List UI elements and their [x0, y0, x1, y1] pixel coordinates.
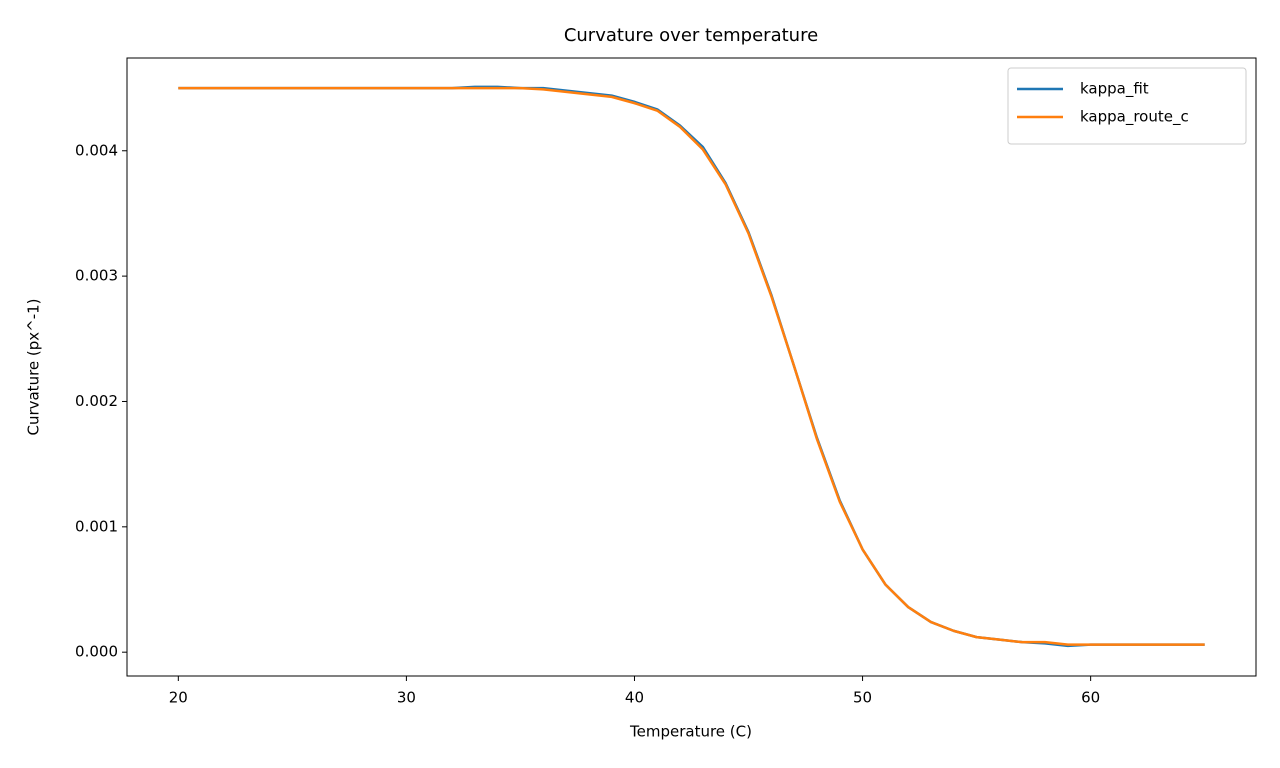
y-tick-label: 0.001: [75, 517, 118, 535]
x-axis-label: Temperature (C): [629, 723, 752, 741]
y-tick-label: 0.002: [75, 392, 118, 410]
x-tick-label: 40: [625, 689, 644, 707]
y-tick-label: 0.000: [75, 643, 118, 661]
y-tick-label: 0.004: [75, 141, 118, 159]
y-axis-label: Curvature (px^-1): [25, 298, 43, 435]
x-tick-label: 20: [169, 689, 188, 707]
legend: kappa_fit kappa_route_c: [1007, 67, 1247, 145]
x-tick-label: 30: [397, 689, 416, 707]
legend-label: kappa_route_c: [1080, 108, 1189, 127]
y-tick-label: 0.003: [75, 267, 118, 285]
x-tick-label: 50: [853, 689, 872, 707]
x-tick-label: 60: [1081, 689, 1100, 707]
legend-label: kappa_fit: [1080, 80, 1149, 99]
data-line: [178, 85, 1205, 648]
legend-box: [1007, 67, 1247, 145]
data-line: [178, 86, 1205, 646]
axes-frame: [126, 57, 1257, 677]
chart-title: Curvature over temperature: [564, 25, 818, 46]
